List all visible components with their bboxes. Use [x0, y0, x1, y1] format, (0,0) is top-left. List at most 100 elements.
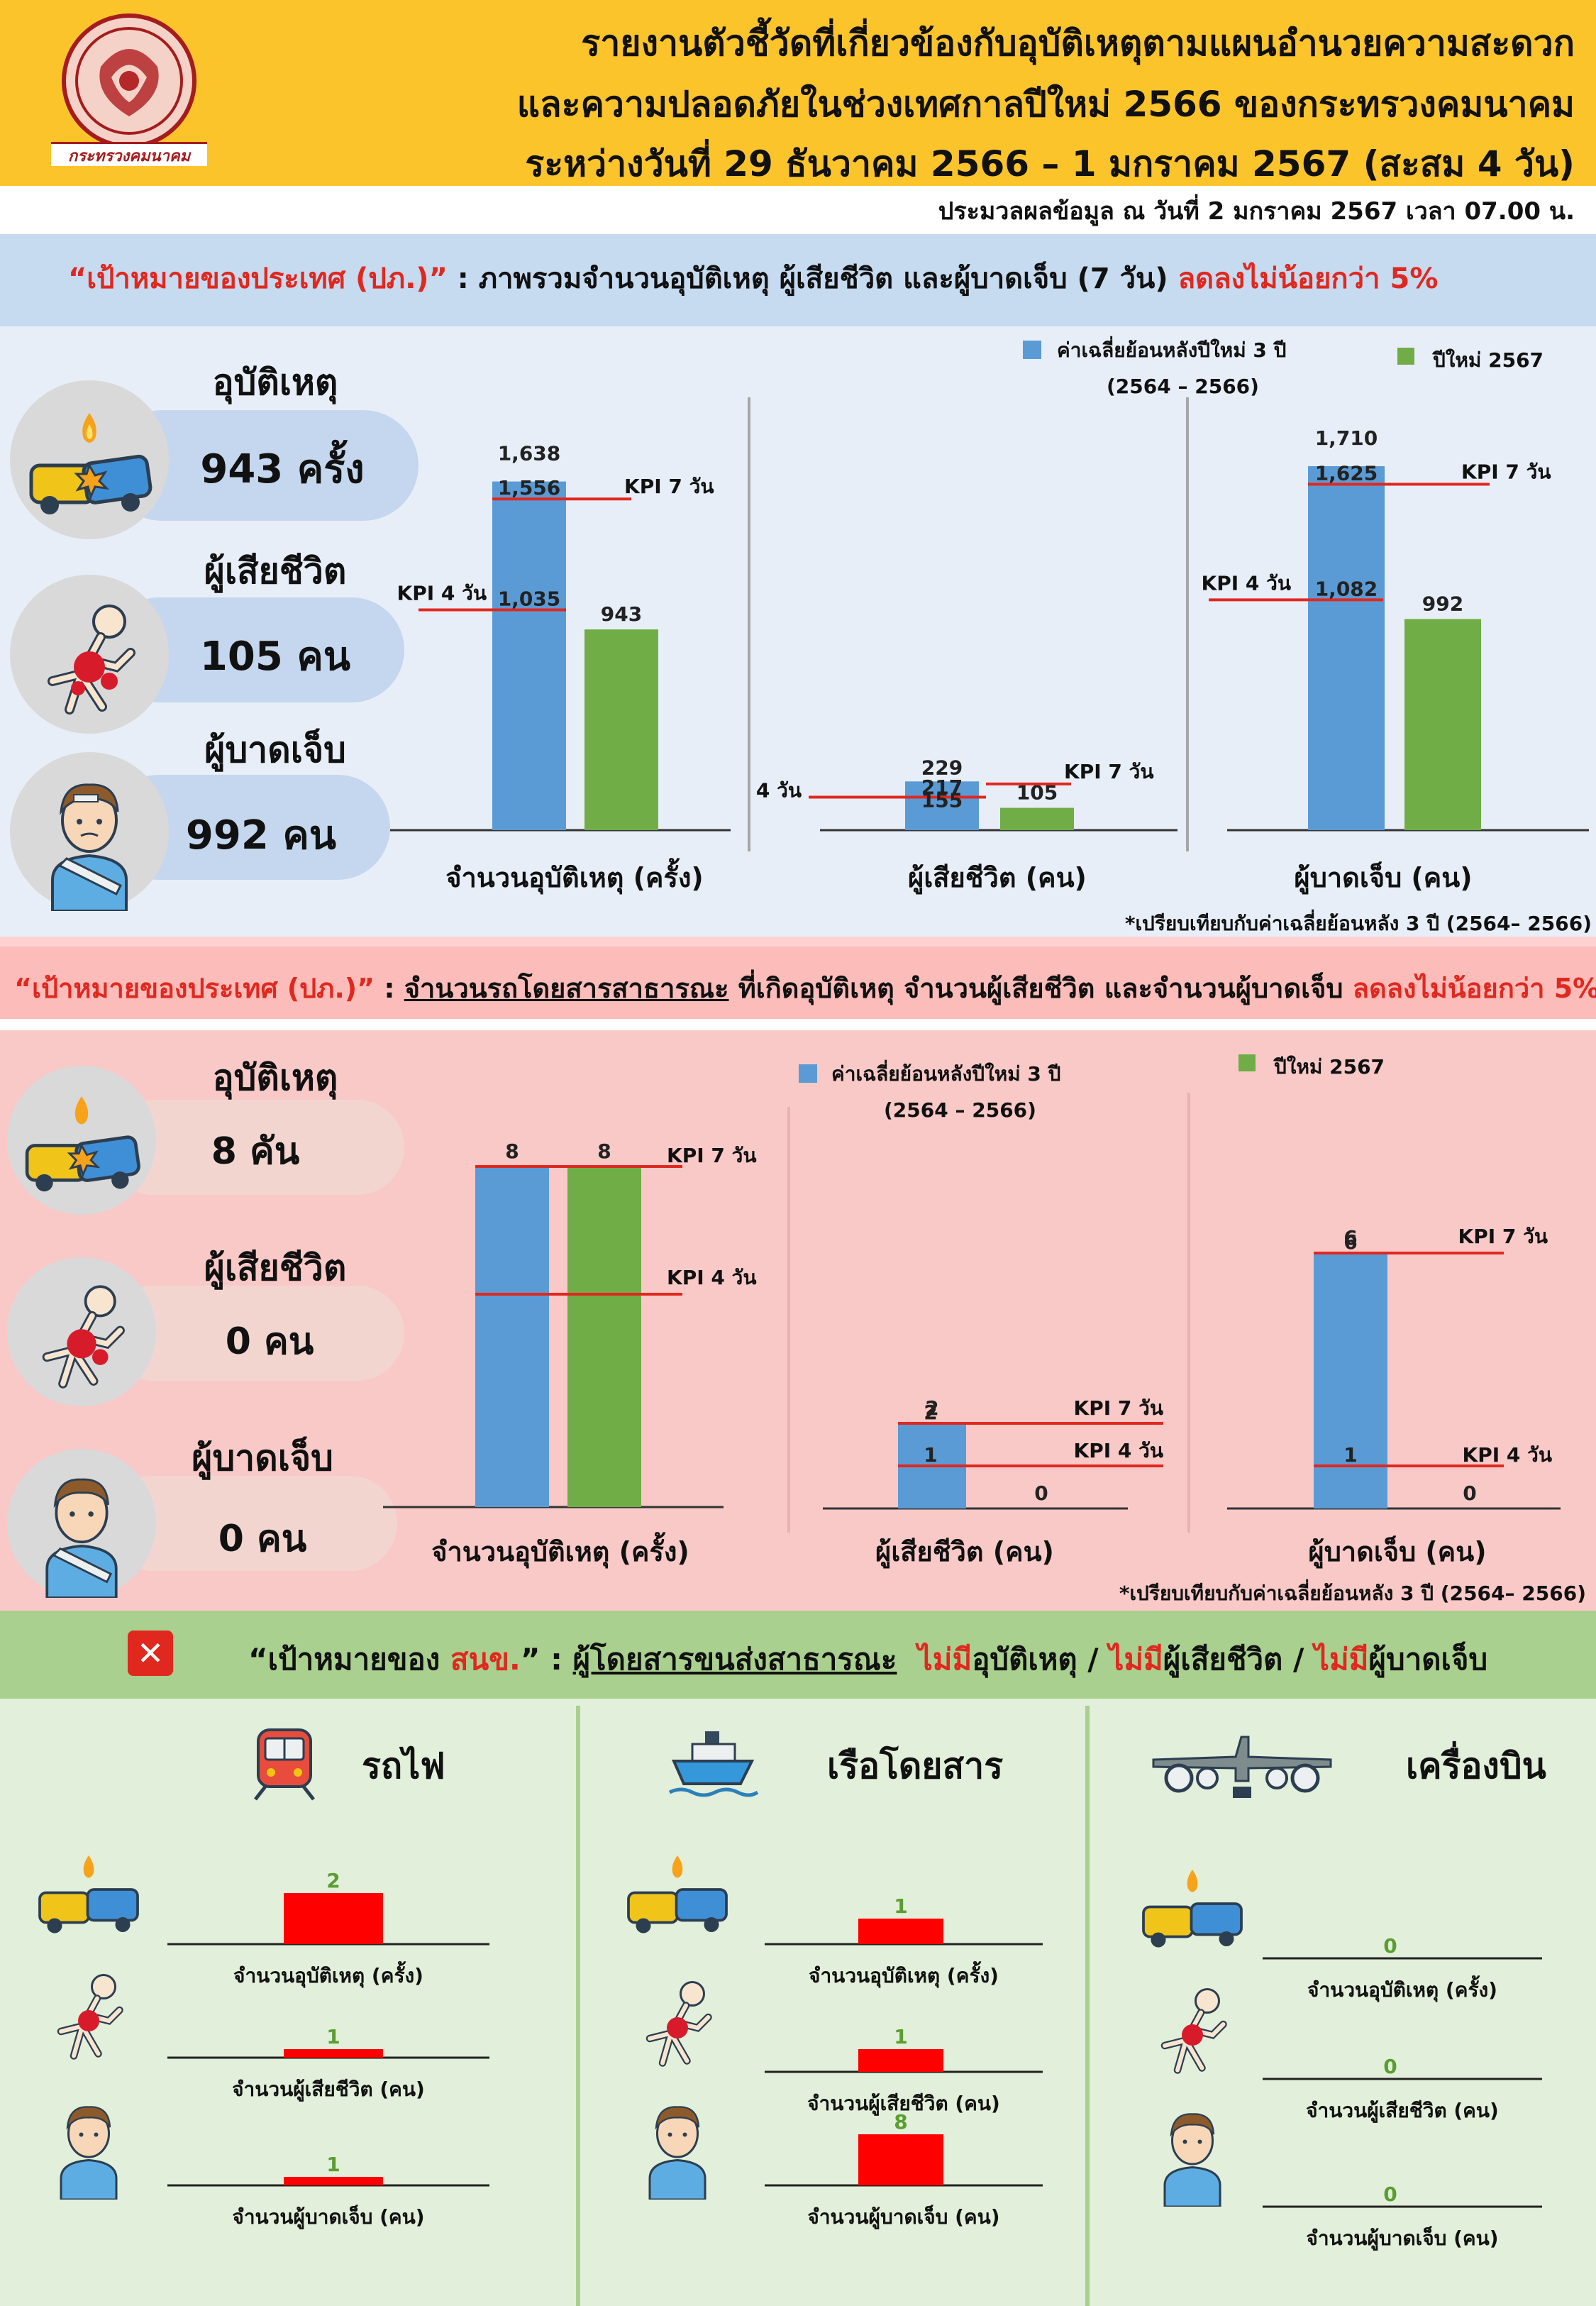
kpi-label: KPI 4 วัน	[1202, 571, 1291, 595]
bar-current	[1404, 619, 1481, 830]
kpi-label: KPI 4 วัน	[1074, 1439, 1163, 1462]
kpi-label: KPI 4 วัน	[1463, 1443, 1552, 1467]
processed-timestamp: ประมวลผลข้อมูล ณ วันที่ 2 มกราคม 2567 เว…	[938, 197, 1575, 226]
mini-category: จำนวนผู้บาดเจ็บ (คน)	[1306, 2226, 1498, 2251]
car-crash-icon	[617, 1845, 738, 1951]
section3-body	[0, 1699, 1596, 2306]
car-crash-icon	[28, 1845, 149, 1951]
section3-divider-2	[1085, 1706, 1090, 2306]
section2-death-pill	[106, 1286, 404, 1381]
section3-t-3: ผู้บาดเจ็บ	[1368, 1642, 1488, 1677]
section3-banner-org: สนข.	[450, 1642, 521, 1677]
mini-value: 1	[326, 2025, 340, 2048]
section2-note: *เปรียบเทียบกับค่าเฉลี่ยย้อนหลัง 3 ปี (2…	[1119, 1582, 1586, 1605]
kpi-label: KPI 4 วัน	[667, 1266, 756, 1289]
section3-divider-1	[576, 1706, 580, 2306]
title-line-3: ระหว่างวันที่ 29 ธันวาคม 2566 – 1 มกราคม…	[525, 143, 1575, 184]
kpi-value-label: 1	[1343, 1443, 1357, 1467]
x-axis-title: จำนวนอุบัติเหตุ (ครั้ง)	[431, 1532, 689, 1569]
kpi-label: KPI 4 วัน	[752, 779, 802, 802]
mini-bar	[858, 1919, 943, 1944]
mini-bar	[284, 2177, 383, 2185]
injured-person-icon	[1132, 2100, 1253, 2208]
section1-note: *เปรียบเทียบกับค่าเฉลี่ยย้อนหลัง 3 ปี (2…	[1124, 912, 1592, 935]
section3-no-1: ไม่มี	[917, 1642, 972, 1677]
section1-accident-chart: 1,638 943 KPI 7 วัน 1,556 KPI 4 วัน 1,035 จำนว…	[390, 442, 731, 895]
kpi-label: KPI 4 วัน	[397, 582, 487, 605]
section2-gap	[0, 1019, 1596, 1030]
section2-accident-label: อุบัติเหตุ	[212, 1057, 338, 1098]
falling-person-icon	[7, 1257, 156, 1406]
section2-banner-underlined: จำนวนรถโดยสารสาธารณะ	[404, 973, 729, 1004]
mini-category: จำนวนผู้บาดเจ็บ (คน)	[232, 2205, 424, 2229]
legend-current-label: ปีใหม่ 2567	[1433, 348, 1544, 372]
x-axis-title: ผู้บาดเจ็บ (คน)	[1294, 861, 1472, 895]
section1-accident-label: อุบัติเหตุ	[212, 362, 338, 403]
kpi-value-label: 155	[921, 789, 963, 812]
section2-death-chart: 2 0 KPI 7 วัน 2 KPI 4 วัน 1 ผู้เสียชีวิต (คน)	[823, 1396, 1163, 1569]
section1-injury-label: ผู้บาดเจ็บ	[204, 729, 346, 771]
section3-banner-text: “เป้าหมายของ สนข.” : ผู้โดยสารขนส่งสาธาร…	[248, 1636, 1487, 1683]
legend-avg-label: ค่าเฉลี่ยย้อนหลังปีใหม่ 3 ปี	[831, 1062, 1061, 1086]
kpi-value-label: 2	[924, 1401, 937, 1424]
section3-banner-quote: “เป้าหมายของ	[248, 1642, 450, 1677]
car-crash-icon	[1132, 1859, 1253, 1965]
section2-divider-2	[1187, 1093, 1190, 1533]
mini-bar	[284, 1893, 383, 1944]
kpi-label: KPI 7 วัน	[667, 1144, 756, 1167]
mini-value: 0	[1383, 1934, 1397, 1958]
section2-accident-pill	[106, 1100, 404, 1195]
injured-person-icon	[10, 752, 169, 912]
kpi-value-label: 217	[921, 776, 963, 799]
falling-person-icon	[10, 575, 169, 734]
kpi-value-label: 1,556	[498, 476, 561, 500]
section2-death-label: ผู้เสียชีวิต	[204, 1247, 347, 1289]
section2-banner-text: “เป้าหมายของประเทศ (ปภ.)” : จำนวนรถโดยสา…	[14, 966, 1596, 1010]
mode-title-airplane: เครื่องบิน	[1406, 1745, 1546, 1787]
kpi-value-label: 1	[924, 1443, 937, 1467]
bar-avg	[905, 781, 979, 830]
section3-mode-charts: 2 จำนวนอุบัติเหตุ (ครั้ง) 1 จำนวนผู้เสียชีว…	[167, 1869, 1542, 2251]
legend-avg-swatch	[799, 1064, 817, 1083]
data-label-avg: 229	[921, 756, 963, 779]
mini-value: 1	[894, 2025, 907, 2048]
section2-banner: “เป้าหมายของประเทศ (ปภ.)” : จำนวนรถโดยสา…	[0, 947, 1596, 1019]
kpi-label: KPI 7 วัน	[624, 475, 714, 498]
mini-bar	[284, 2049, 383, 2058]
mini-category: จำนวนอุบัติเหตุ (ครั้ง)	[809, 1960, 999, 1988]
section2-banner-middle-a: :	[375, 973, 404, 1004]
legend-avg-label: ค่าเฉลี่ยย้อนหลังปีใหม่ 3 ปี	[1057, 338, 1287, 362]
ferry-icon	[667, 1721, 759, 1806]
legend-avg-swatch	[1023, 341, 1041, 359]
section2-injury-label: ผู้บาดเจ็บ	[192, 1438, 333, 1479]
section1-death-label: ผู้เสียชีวิต	[204, 551, 347, 592]
bar-current	[584, 629, 658, 830]
section2-accident-value: 8 คัน	[211, 1130, 300, 1173]
kpi-value-label: 1,082	[1315, 577, 1378, 600]
data-label-current: 8	[597, 1140, 611, 1163]
section1-banner-middle: : ภาพรวมจำนวนอุบัติเหตุ ผู้เสียชีวิต และ…	[447, 263, 1178, 295]
mode-title-train: รถไฟ	[362, 1745, 445, 1787]
mini-bar	[858, 2134, 943, 2185]
kpi-value-label: 1,035	[498, 587, 561, 611]
falling-person-icon	[1132, 1980, 1253, 2086]
section3-banner-quote-end: ” :	[520, 1642, 573, 1677]
mini-bar	[858, 2049, 943, 2072]
bar-avg	[492, 481, 566, 830]
legend-avg-years: (2564 – 2566)	[884, 1098, 1036, 1122]
section1-banner: “เป้าหมายของประเทศ (ปภ.)” : ภาพรวมจำนวนอ…	[0, 234, 1596, 326]
section2-banner-middle-b: ที่เกิดอุบัติเหตุ จำนวนผู้เสียชีวิต และจ…	[728, 973, 1353, 1004]
legend-current-swatch	[1397, 348, 1414, 365]
section1-injury-value: 992 คน	[185, 812, 337, 859]
x-axis-title: ผู้เสียชีวิต (คน)	[875, 1536, 1054, 1569]
kpi-label: KPI 7 วัน	[1074, 1396, 1163, 1420]
data-label-avg: 6	[1343, 1226, 1357, 1249]
section3-t-2: ผู้เสียชีวิต /	[1163, 1642, 1314, 1677]
kpi-label: KPI 7 วัน	[1064, 760, 1153, 783]
bar-avg	[1308, 466, 1385, 830]
section3-banner: ✕ “เป้าหมายของ สนข.” : ผู้โดยสารขนส่งสาธ…	[0, 1611, 1596, 1699]
mini-category: จำนวนผู้เสียชีวิต (คน)	[232, 2078, 425, 2102]
x-axis-title: จำนวนอุบัติเหตุ (ครั้ง)	[445, 858, 704, 895]
section1-banner-highlight: ลดลงไม่น้อยกว่า 5%	[1177, 263, 1439, 295]
